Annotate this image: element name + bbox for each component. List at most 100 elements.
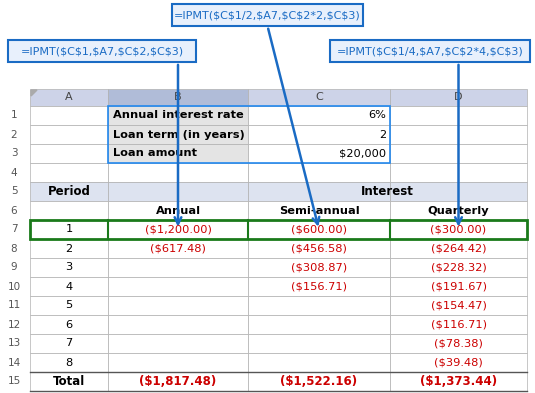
Bar bbox=[30, 239, 108, 258]
Bar bbox=[108, 106, 390, 163]
Bar bbox=[108, 106, 248, 125]
Bar bbox=[248, 106, 390, 125]
Text: ($191.67): ($191.67) bbox=[431, 281, 486, 292]
Bar bbox=[108, 89, 248, 106]
Text: 7: 7 bbox=[65, 338, 73, 349]
Bar bbox=[390, 334, 527, 353]
Bar bbox=[248, 220, 390, 239]
Bar bbox=[390, 315, 527, 334]
Bar bbox=[390, 182, 527, 201]
Bar bbox=[248, 258, 390, 277]
Bar bbox=[248, 296, 390, 315]
Text: 6%: 6% bbox=[368, 110, 386, 121]
Bar bbox=[390, 201, 527, 220]
Bar bbox=[248, 89, 390, 106]
Bar bbox=[248, 239, 390, 258]
Bar bbox=[248, 201, 390, 220]
Bar bbox=[30, 182, 108, 201]
Text: Quarterly: Quarterly bbox=[427, 206, 490, 215]
Text: 15: 15 bbox=[7, 376, 21, 386]
Bar bbox=[30, 258, 108, 277]
Bar bbox=[108, 334, 248, 353]
Text: 1: 1 bbox=[11, 110, 17, 121]
Text: =IPMT($C$1/4,$A7,$C$2*4,$C$3): =IPMT($C$1/4,$A7,$C$2*4,$C$3) bbox=[337, 46, 523, 56]
Bar bbox=[390, 296, 527, 315]
Text: ($154.47): ($154.47) bbox=[431, 301, 486, 310]
Text: 11: 11 bbox=[7, 301, 21, 310]
Bar bbox=[8, 40, 196, 62]
Text: ($156.71): ($156.71) bbox=[291, 281, 347, 292]
Text: ($78.38): ($78.38) bbox=[434, 338, 483, 349]
Bar bbox=[30, 89, 108, 106]
Bar bbox=[30, 372, 108, 391]
Bar bbox=[30, 277, 108, 296]
Bar bbox=[30, 220, 108, 239]
Text: Loan amount: Loan amount bbox=[113, 149, 197, 158]
Bar bbox=[248, 353, 390, 372]
Text: Interest: Interest bbox=[361, 185, 414, 198]
Bar bbox=[248, 144, 390, 163]
Text: =IPMT($C$1,$A7,$C$2,$C$3): =IPMT($C$1,$A7,$C$2,$C$3) bbox=[20, 46, 184, 56]
Text: D: D bbox=[454, 92, 463, 103]
Text: ($228.32): ($228.32) bbox=[431, 263, 486, 272]
Bar bbox=[108, 353, 248, 372]
Text: ($456.58): ($456.58) bbox=[291, 244, 347, 253]
Text: ($300.00): ($300.00) bbox=[431, 224, 486, 235]
Text: 3: 3 bbox=[11, 149, 17, 158]
Text: 4: 4 bbox=[65, 281, 73, 292]
Bar bbox=[108, 315, 248, 334]
Bar bbox=[30, 201, 108, 220]
Bar bbox=[108, 125, 248, 144]
Text: Annual interest rate: Annual interest rate bbox=[113, 110, 244, 121]
Text: $20,000: $20,000 bbox=[339, 149, 386, 158]
Bar bbox=[330, 40, 530, 62]
Bar bbox=[108, 144, 248, 163]
Bar bbox=[30, 315, 108, 334]
Bar bbox=[390, 106, 527, 125]
Bar bbox=[30, 125, 108, 144]
Text: C: C bbox=[315, 92, 323, 103]
Bar bbox=[30, 144, 108, 163]
Text: =IPMT($C$1/2,$A7,$C$2*2,$C$3): =IPMT($C$1/2,$A7,$C$2*2,$C$3) bbox=[174, 10, 361, 20]
Bar bbox=[108, 296, 248, 315]
Bar bbox=[390, 220, 527, 239]
Bar bbox=[108, 163, 248, 182]
Bar bbox=[30, 106, 108, 125]
Text: 7: 7 bbox=[11, 224, 17, 235]
Bar bbox=[390, 277, 527, 296]
Text: ($308.87): ($308.87) bbox=[291, 263, 347, 272]
Text: Period: Period bbox=[48, 185, 90, 198]
Text: 2: 2 bbox=[65, 244, 73, 253]
Bar bbox=[30, 220, 527, 239]
Text: 5: 5 bbox=[65, 301, 73, 310]
Text: 8: 8 bbox=[11, 244, 17, 253]
Text: ($600.00): ($600.00) bbox=[291, 224, 347, 235]
Text: 1: 1 bbox=[65, 224, 73, 235]
Bar bbox=[108, 220, 248, 239]
Bar bbox=[390, 125, 527, 144]
Text: 10: 10 bbox=[7, 281, 20, 292]
Bar bbox=[172, 4, 363, 26]
Text: ($1,373.44): ($1,373.44) bbox=[420, 375, 497, 388]
Bar bbox=[390, 372, 527, 391]
Bar bbox=[390, 89, 527, 106]
Bar bbox=[390, 239, 527, 258]
Bar bbox=[248, 182, 390, 201]
Text: 14: 14 bbox=[7, 358, 21, 367]
Text: 4: 4 bbox=[11, 167, 17, 178]
Bar bbox=[390, 258, 527, 277]
Text: ($116.71): ($116.71) bbox=[431, 320, 486, 329]
Text: 3: 3 bbox=[65, 263, 73, 272]
Bar bbox=[108, 277, 248, 296]
Bar bbox=[30, 296, 108, 315]
Text: A: A bbox=[65, 92, 73, 103]
Bar bbox=[30, 353, 108, 372]
Text: 13: 13 bbox=[7, 338, 21, 349]
Text: ($1,817.48): ($1,817.48) bbox=[140, 375, 217, 388]
Text: Semi-annual: Semi-annual bbox=[279, 206, 360, 215]
Bar bbox=[248, 163, 390, 182]
Bar bbox=[390, 163, 527, 182]
Bar bbox=[30, 334, 108, 353]
Text: ($264.42): ($264.42) bbox=[431, 244, 486, 253]
Polygon shape bbox=[31, 90, 37, 96]
